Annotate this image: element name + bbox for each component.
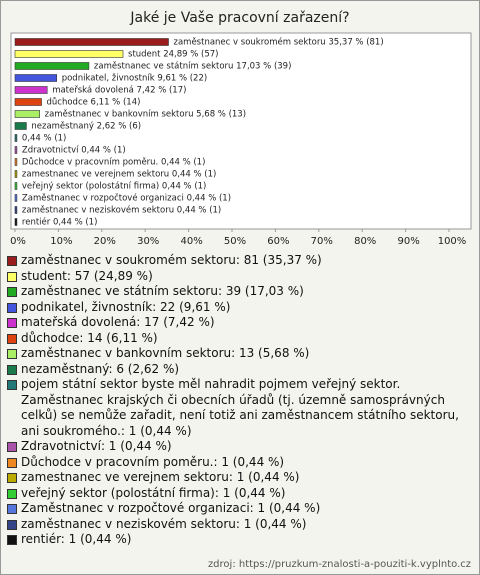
legend-label: zaměstnanec ve státním sektoru: 39 (17,0… [21,284,304,298]
legend-item: Důchodce v pracovním poměru.: 1 (0,44 %) [7,455,469,471]
legend-item: zaměstnanec v neziskovém sektoru: 1 (0,4… [7,517,469,533]
legend-label: mateřská dovolená: 17 (7,42 %) [21,315,215,329]
legend-label: nezaměstnaný: 6 (2,62 %) [21,361,180,376]
bar [14,146,18,154]
bar [14,86,48,94]
legend-label: zaměstnanec v bankovním sektoru: 13 (5,6… [21,346,310,360]
bar-label: zaměstnanec ve státním sektoru 17,03 % (… [94,62,291,72]
legend-label: podnikatel, živnostník: 22 (9,61 %) [21,299,231,314]
x-tick-label: 0% [10,236,26,247]
bar [14,170,18,178]
bar [14,134,18,142]
legend-swatch [7,364,17,375]
legend-label: student: 57 (24,89 %) [21,268,153,283]
bar [14,206,18,214]
bar-label: zaměstnanec v bankovním sektoru 5,68 % (… [45,110,246,120]
x-tick-label: 100% [438,236,467,247]
legend-item: Zaměstnanec v rozpočtové organizaci: 1 (… [7,501,469,517]
bar [14,62,90,70]
bar-label: Zdravotnictví 0,44 % (1) [22,146,126,156]
legend-label: pojem státní sektor byste měl nahradit p… [21,377,459,438]
legend-swatch [7,287,17,297]
legend-label: Zaměstnanec v rozpočtové organizaci: 1 (… [21,501,321,515]
legend-label: veřejný sektor (polostátní firma): 1 (0,… [21,485,286,500]
x-tick-label: 10% [50,236,72,247]
bar-label: Důchodce v pracovním poměru. 0,44 % (1) [22,157,206,168]
bar [14,182,18,190]
legend-item: zamestnanec ve verejnem sektoru: 1 (0,44… [7,470,469,486]
legend-item: rentiér: 1 (0,44 %) [7,532,469,548]
legend-swatch [7,519,17,530]
legend-item: mateřská dovolená: 17 (7,42 %) [7,315,469,331]
bar [14,98,42,106]
bar [14,218,18,226]
bar-label: veřejný sektor (polostátní firma) 0,44 %… [22,182,206,192]
legend-item: nezaměstnaný: 6 (2,62 %) [7,362,469,378]
legend-swatch [7,333,17,344]
legend-item: zaměstnanec v soukromém sektoru: 81 (35,… [7,253,469,269]
legend-swatch [7,473,17,483]
legend-label: důchodce: 14 (6,11 %) [21,330,158,345]
legend-item: pojem státní sektor byste měl nahradit p… [7,377,469,439]
x-tick-label: 60% [267,236,289,247]
legend-swatch [7,504,17,514]
x-tick-label: 70% [311,236,333,247]
legend-swatch [7,380,17,390]
legend-swatch [7,302,17,313]
legend-swatch [7,535,17,545]
legend-label: Zdravotnictví: 1 (0,44 %) [21,439,172,453]
chart-title: Jaké je Vaše pracovní zařazení? [129,10,349,26]
legend-item: student: 57 (24,89 %) [7,269,469,285]
bar-label: student 24,89 % (57) [128,50,218,60]
bar-label: zamestnanec ve verejnem sektoru 0,44 % (… [22,170,216,180]
legend-swatch [7,349,17,359]
legend-label: rentiér: 1 (0,44 %) [21,532,132,546]
bar [14,38,169,46]
bar-label: nezaměstnaný 2,62 % (6) [31,122,141,132]
source: zdroj: https://pruzkum-znalosti-a-pouzit… [207,559,471,570]
bar [14,122,27,130]
legend-item: zaměstnanec ve státním sektoru: 39 (17,0… [7,284,469,300]
legend-swatch [7,442,17,452]
legend-item: veřejný sektor (polostátní firma): 1 (0,… [7,486,469,502]
legend-swatch [7,256,17,266]
legend-label: zaměstnanec v soukromém sektoru: 81 (35,… [21,253,322,267]
x-tick-label: 20% [94,236,116,247]
bar-label: zaměstnanec v soukromém sektoru 35,37 % … [174,37,384,48]
bar [14,110,40,118]
bar-label: mateřská dovolená 7,42 % (17) [52,86,186,96]
bar [14,50,124,58]
bar-label: podnikatel, živnostník 9,61 % (22) [62,74,207,84]
legend-item: důchodce: 14 (6,11 %) [7,331,469,347]
x-tick-label: 40% [180,236,202,247]
x-tick-label: 90% [397,236,419,247]
x-tick-label: 80% [354,236,376,247]
bar-label: zaměstnanec v neziskovém sektoru 0,44 % … [22,205,221,216]
legend-swatch [7,457,17,468]
chart: Jaké je Vaše pracovní zařazení? 0% 10% 20%… [10,10,472,247]
bar-label: důchodce 6,11 % (14) [47,97,141,108]
legend-label: zamestnanec ve verejnem sektoru: 1 (0,44… [21,470,300,484]
bar [14,194,18,202]
legend-item: Zdravotnictví: 1 (0,44 %) [7,439,469,455]
legend-item: podnikatel, živnostník: 22 (9,61 %) [7,300,469,316]
bar-label: 0,44 % (1) [22,134,66,144]
bar [14,74,58,82]
legend: zaměstnanec v soukromém sektoru: 81 (35,… [7,253,469,548]
legend-item: zaměstnanec v bankovním sektoru: 13 (5,6… [7,346,469,362]
bar [14,158,18,166]
legend-swatch [7,318,17,328]
legend-label: zaměstnanec v neziskovém sektoru: 1 (0,4… [21,516,307,531]
legend-label: Důchodce v pracovním poměru.: 1 (0,44 %) [21,454,285,469]
bar-label: rentiér 0,44 % (1) [22,217,98,228]
legend-swatch [7,488,17,499]
legend-swatch [7,271,17,282]
x-tick-label: 30% [137,236,159,247]
bar-label: Zaměstnanec v rozpočtové organizaci 0,44… [22,193,231,204]
x-tick-label: 50% [224,236,246,247]
